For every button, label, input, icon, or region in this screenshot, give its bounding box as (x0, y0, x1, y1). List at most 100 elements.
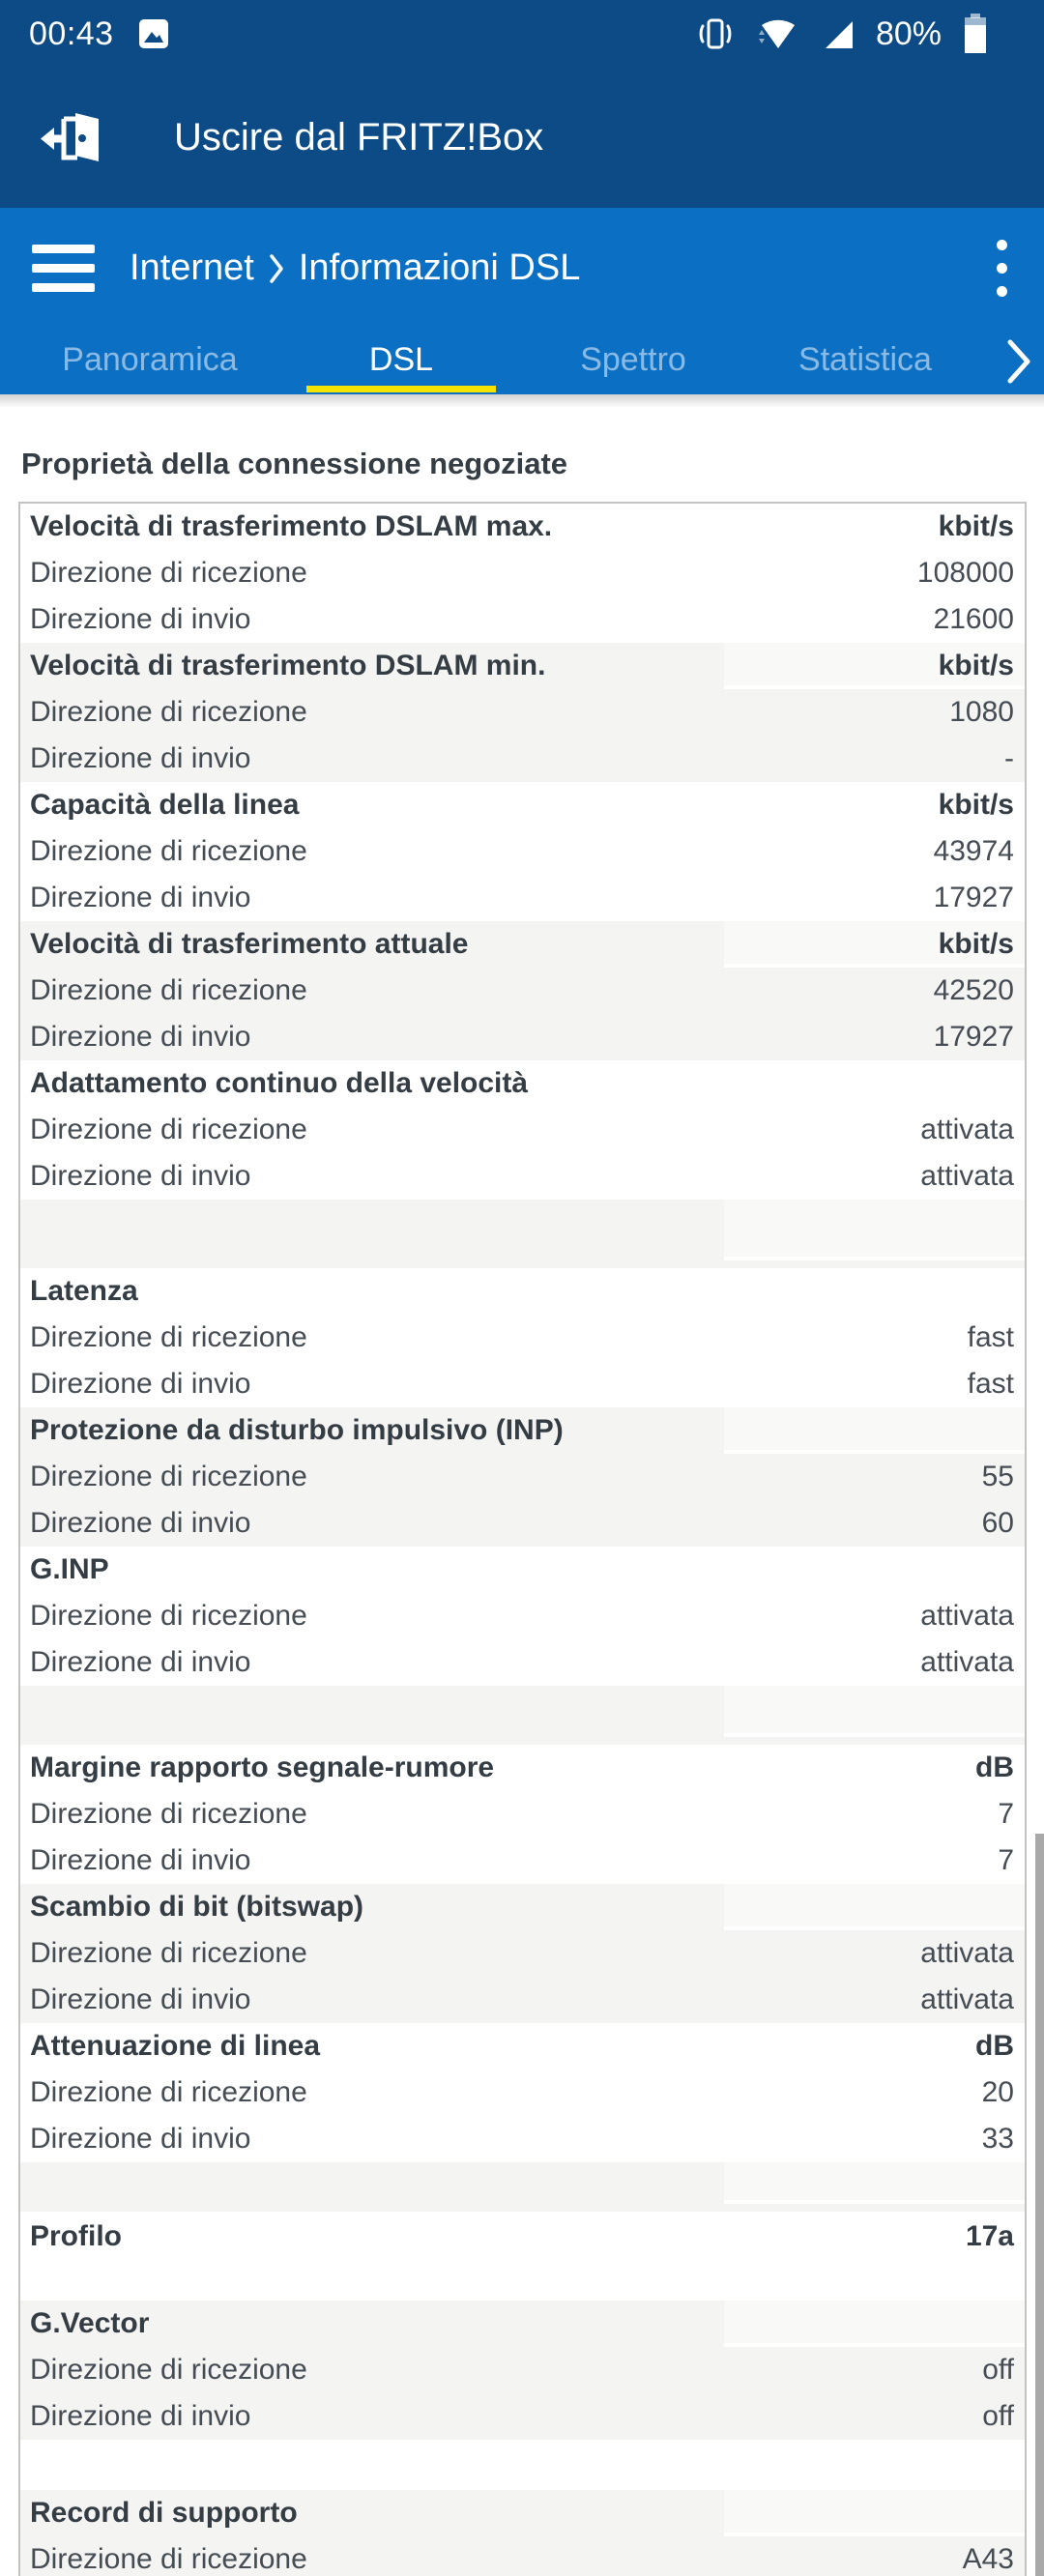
tab-bar: Panoramica DSL Spettro Statistica (0, 329, 1044, 394)
table-spacer (20, 1686, 1025, 1745)
row-label: Direzione di ricezione (30, 2354, 307, 2386)
table-group-header-row: G.INP (20, 1547, 1025, 1593)
row-label: Direzione di invio (30, 1368, 251, 1400)
logout-icon[interactable] (39, 111, 108, 165)
table-group-header-row: Margine rapporto segnale-rumore dB (20, 1745, 1025, 1791)
row-label: Direzione di invio (30, 2123, 251, 2155)
scrollbar[interactable] (1035, 1834, 1044, 2576)
table-row: Direzione di invio attivata (20, 1153, 1025, 1200)
table-group: Profilo 17a (20, 2212, 1025, 2301)
row-value (724, 1060, 1025, 1107)
tab-dsl[interactable]: DSL (280, 329, 522, 394)
row-label: Direzione di ricezione (30, 2543, 307, 2575)
row-label: Attenuazione di linea (30, 2030, 321, 2062)
row-value (724, 1268, 1025, 1315)
row-value: 17927 (933, 882, 1014, 913)
row-value (724, 1884, 1025, 1930)
row-label: Direzione di invio (30, 1507, 251, 1539)
row-value: 17927 (933, 1021, 1014, 1053)
tab-spettro[interactable]: Spettro (580, 341, 686, 378)
table-row: Direzione di ricezione 42520 (20, 968, 1025, 1014)
row-label: Direzione di invio (30, 1844, 251, 1876)
table-row: Direzione di ricezione off (20, 2347, 1025, 2393)
table-group: Velocità di trasferimento DSLAM min. kbit… (20, 643, 1025, 782)
row-value: 42520 (933, 974, 1014, 1006)
nav-bar: Internet Informazioni DSL (0, 208, 1044, 329)
menu-icon[interactable] (32, 245, 95, 292)
cell-signal-icon (825, 21, 853, 48)
row-value: off (982, 2354, 1014, 2386)
photo-notification-icon (138, 19, 168, 48)
spacer-highlight (724, 2162, 1025, 2204)
table-row: Direzione di invio - (20, 736, 1025, 782)
row-value: off (982, 2400, 1014, 2432)
battery-icon (965, 14, 986, 53)
breadcrumb: Internet Informazioni DSL (130, 247, 580, 289)
table-group-header-row: Record di supporto (20, 2490, 1025, 2536)
tab-statistica[interactable]: Statistica (798, 341, 932, 378)
table-row: Direzione di ricezione 7 (20, 1791, 1025, 1838)
row-value: 33 (981, 2123, 1014, 2155)
row-label: Velocità di trasferimento attuale (30, 928, 469, 960)
table-row: Direzione di ricezione 20 (20, 2069, 1025, 2116)
table-row: Direzione di invio off (20, 2393, 1025, 2440)
table-group: Protezione da disturbo impulsivo (INP) Di… (20, 1407, 1025, 1547)
row-value (724, 2301, 1025, 2347)
table-group-header-row: Profilo 17a (20, 2212, 1025, 2301)
row-label: Scambio di bit (bitswap) (30, 1891, 364, 1923)
tabs-more-chevron-icon[interactable] (1005, 337, 1032, 386)
spacer-highlight (724, 1686, 1025, 1737)
row-value: attivata (920, 1646, 1014, 1678)
row-label: Adattamento continuo della velocità (30, 1067, 529, 1099)
table-group: Attenuazione di linea dB Direzione di rice… (20, 2023, 1025, 2162)
table-group: Capacità della linea kbit/s Direzione di r… (20, 782, 1025, 921)
table-row: Direzione di invio fast (20, 1361, 1025, 1407)
row-label: Direzione di invio (30, 1646, 251, 1678)
row-label: Latenza (30, 1275, 138, 1307)
table-row: Direzione di ricezione attivata (20, 1930, 1025, 1977)
row-label: Direzione di invio (30, 603, 251, 635)
tab-bar-shadow (0, 394, 1044, 408)
row-value: 60 (981, 1507, 1014, 1539)
table-row: Direzione di invio attivata (20, 1639, 1025, 1686)
row-label: Protezione da disturbo impulsivo (INP) (30, 1414, 564, 1446)
row-value: 7 (998, 1844, 1014, 1876)
row-value: 108000 (916, 557, 1014, 589)
table-group-header-row: Scambio di bit (bitswap) (20, 1884, 1025, 1930)
active-tab-underline (306, 386, 496, 392)
row-value: attivata (920, 1114, 1014, 1145)
row-label: Direzione di ricezione (30, 1461, 307, 1492)
table-row: Direzione di invio 60 (20, 1500, 1025, 1547)
row-value: attivata (920, 1983, 1014, 2015)
table-row: Direzione di ricezione 43974 (20, 828, 1025, 875)
row-value: dB (975, 1751, 1014, 1783)
row-label: Direzione di ricezione (30, 696, 307, 728)
wifi-icon (758, 19, 795, 48)
row-value: dB (975, 2030, 1014, 2062)
battery-percent: 80% (875, 14, 942, 52)
overflow-menu-icon[interactable] (972, 208, 1030, 329)
row-label: Direzione di ricezione (30, 557, 307, 589)
table-group: Velocità di trasferimento attuale kbit/s D… (20, 921, 1025, 1060)
dsl-properties-table: Velocità di trasferimento DSLAM max. kbit… (18, 502, 1027, 2576)
row-label: Direzione di invio (30, 1160, 251, 1192)
status-bar: 00:43 80% (0, 0, 1044, 68)
table-row: Direzione di ricezione attivata (20, 1593, 1025, 1639)
tab-panoramica[interactable]: Panoramica (62, 341, 238, 378)
breadcrumb-section: Internet (130, 247, 254, 288)
row-value: 17a (965, 2220, 1014, 2252)
table-row: Direzione di ricezione fast (20, 1315, 1025, 1361)
row-label: G.INP (30, 1553, 109, 1585)
row-value: attivata (920, 1160, 1014, 1192)
row-value: attivata (920, 1600, 1014, 1632)
table-group-header-row: Latenza (20, 1268, 1025, 1315)
row-label: Profilo (30, 2220, 122, 2252)
table-group-header-row: Protezione da disturbo impulsivo (INP) (20, 1407, 1025, 1454)
table-group: Adattamento continuo della velocità Direz… (20, 1060, 1025, 1200)
row-label: Direzione di ricezione (30, 1937, 307, 1969)
row-label: Capacità della linea (30, 789, 300, 821)
table-row: Direzione di invio 33 (20, 2116, 1025, 2162)
row-label: Direzione di ricezione (30, 1600, 307, 1632)
row-label: Direzione di ricezione (30, 835, 307, 867)
